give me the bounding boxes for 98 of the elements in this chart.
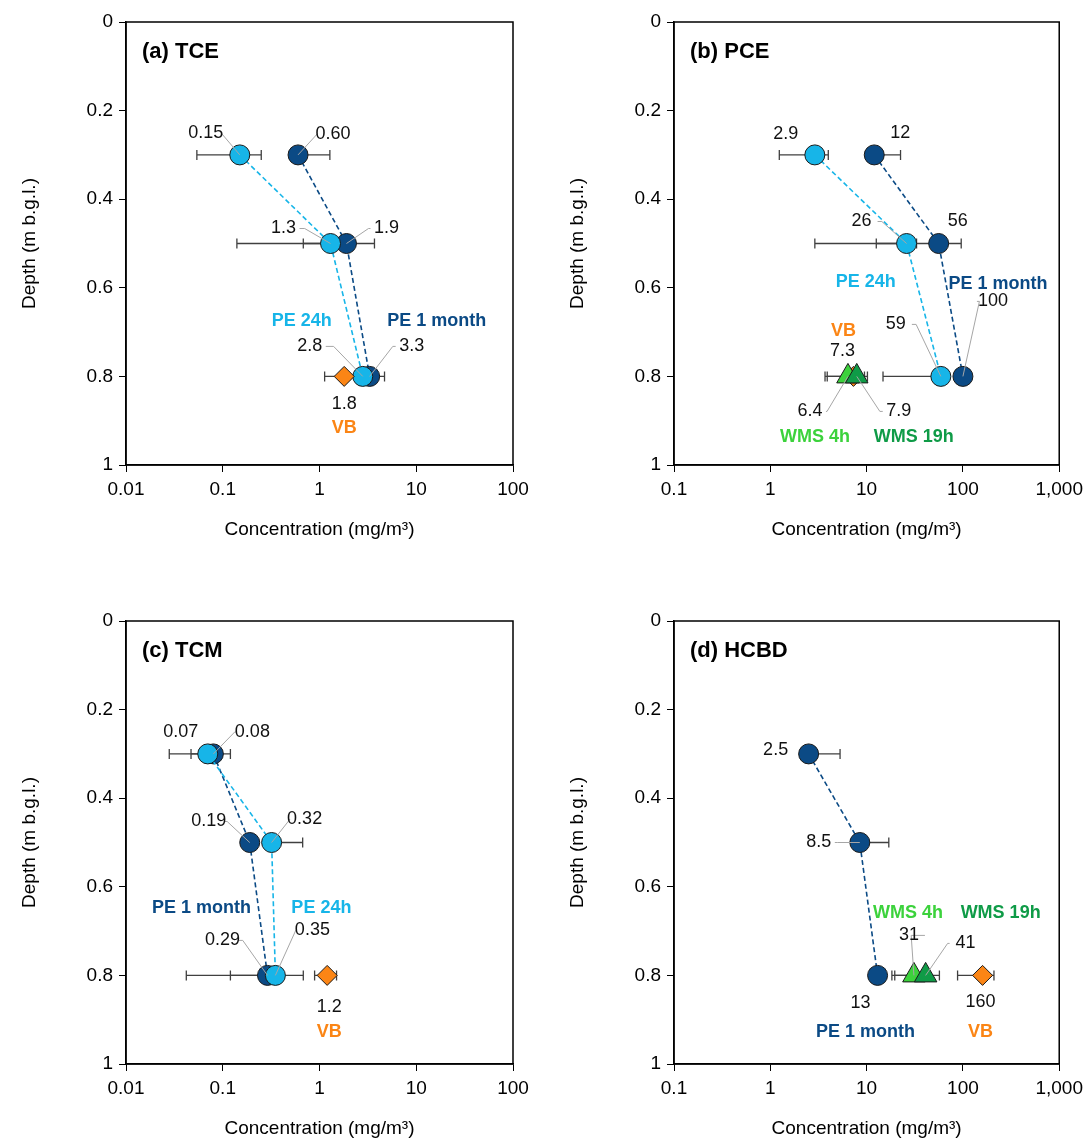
data-label: 0.32 (287, 808, 323, 829)
text: PE 1 month (816, 1021, 916, 1042)
series-label: PE 1 month (151, 897, 251, 918)
y-axis-title: Depth (m b.g.l.) (565, 777, 587, 908)
data-label: 0.07 (163, 720, 199, 741)
text: WMS 4h (872, 902, 943, 923)
y-tick-label: 1 (650, 453, 661, 475)
x-tick-label: 0.1 (660, 477, 688, 499)
x-axis-title: Concentration (mg/m³) (771, 1116, 962, 1138)
x-tick-label: 100 (947, 1076, 979, 1098)
x-tick-label: 10 (405, 477, 427, 499)
x-tick-label: 10 (856, 1076, 878, 1098)
x-tick-label: 1,000 (1035, 1076, 1083, 1098)
y-tick-label: 0 (650, 609, 661, 631)
y-tick-label: 0.4 (86, 786, 114, 808)
data-label: 8.5 (806, 831, 832, 852)
data-label: 12 (890, 121, 911, 142)
y-tick-label: 0.8 (86, 963, 113, 985)
text: VB (968, 1021, 994, 1042)
y-tick-label: 0.8 (634, 364, 661, 386)
y-tick-label: 0 (102, 609, 113, 631)
data-label: 0.35 (294, 919, 330, 940)
data-label: 31 (898, 924, 919, 945)
data-label: 0.15 (188, 121, 224, 142)
y-tick-label: 0.2 (634, 697, 661, 719)
y-tick-label: 0.8 (86, 364, 113, 386)
text: (c) TCM (142, 637, 223, 663)
y-tick-label: 0.2 (86, 697, 113, 719)
x-axis-title: Concentration (mg/m³) (224, 1116, 415, 1138)
data-label: 59 (885, 313, 906, 334)
x-tick-label: 0.1 (660, 1076, 688, 1098)
series-label: PE 24h (291, 897, 352, 918)
x-tick-label: 0.1 (209, 477, 236, 499)
data-label: 6.4 (797, 400, 823, 421)
y-axis-title: Depth (m b.g.l.) (17, 777, 39, 908)
series-label: PE 1 month (387, 310, 487, 331)
y-tick-label: 0 (650, 10, 661, 32)
data-label: 160 (965, 991, 996, 1012)
series-label: PE 24h (271, 310, 332, 331)
x-tick-label: 10 (856, 477, 878, 499)
data-label: 3.3 (399, 335, 425, 356)
series-label: PE 24h (835, 271, 896, 292)
data-label: 2.9 (773, 122, 799, 143)
x-tick-label: 0.01 (107, 477, 145, 499)
data-label: 41 (955, 932, 976, 953)
x-tick-label: 1 (314, 477, 325, 499)
data-label: 1.3 (271, 217, 297, 238)
y-tick-label: 0.6 (86, 276, 113, 298)
y-tick-label: 1 (102, 1052, 113, 1074)
x-tick-label: 1,000 (1035, 477, 1083, 499)
series-label: VB (331, 417, 357, 438)
x-tick-label: 1 (765, 1076, 776, 1098)
data-label: 2.8 (297, 335, 323, 356)
data-label: 0.19 (191, 810, 227, 831)
y-tick-label: 0.6 (86, 875, 113, 897)
series-label: VB (830, 320, 856, 341)
x-axis-title: Concentration (mg/m³) (224, 517, 415, 539)
text: (d) HCBD (690, 637, 788, 663)
x-tick-label: 1 (765, 477, 776, 499)
y-tick-label: 0.4 (634, 786, 662, 808)
y-axis-title: Depth (m b.g.l.) (17, 178, 39, 309)
text: VB (316, 1021, 342, 1042)
data-label: 1.2 (316, 996, 342, 1017)
y-tick-label: 1 (102, 453, 113, 475)
x-tick-label: 100 (497, 477, 529, 499)
y-tick-label: 1 (650, 1052, 661, 1074)
text: WMS 19h (960, 902, 1041, 923)
x-tick-label: 0.1 (209, 1076, 236, 1098)
x-axis-title: Concentration (mg/m³) (771, 517, 962, 539)
text: (a) TCE (142, 38, 219, 64)
y-tick-label: 0.4 (634, 187, 662, 209)
text: WMS 19h (873, 426, 954, 447)
data-label: 7.3 (829, 340, 855, 361)
text: (b) PCE (690, 38, 770, 64)
y-axis-title: Depth (m b.g.l.) (565, 178, 587, 309)
y-tick-label: 0 (102, 10, 113, 32)
data-label: 0.08 (234, 720, 270, 741)
data-label: 7.9 (886, 400, 912, 421)
data-label: 2.5 (763, 738, 789, 759)
data-label: 26 (851, 210, 872, 231)
x-tick-label: 100 (497, 1076, 529, 1098)
x-tick-label: 1 (314, 1076, 325, 1098)
y-tick-label: 0.2 (86, 98, 113, 120)
y-tick-label: 0.6 (634, 276, 661, 298)
y-tick-label: 0.6 (634, 875, 661, 897)
data-label: 1.9 (373, 217, 399, 238)
data-label: 1.8 (331, 393, 357, 414)
text: WMS 4h (779, 426, 850, 447)
data-label: 13 (850, 992, 871, 1013)
y-tick-label: 0.2 (634, 98, 661, 120)
x-tick-label: 0.01 (107, 1076, 145, 1098)
data-label: 0.29 (204, 929, 241, 950)
data-label: 56 (947, 210, 968, 231)
data-label: 0.60 (315, 122, 351, 143)
x-tick-label: 100 (947, 477, 979, 499)
x-tick-label: 10 (405, 1076, 427, 1098)
y-tick-label: 0.4 (86, 187, 114, 209)
y-tick-label: 0.8 (634, 963, 661, 985)
